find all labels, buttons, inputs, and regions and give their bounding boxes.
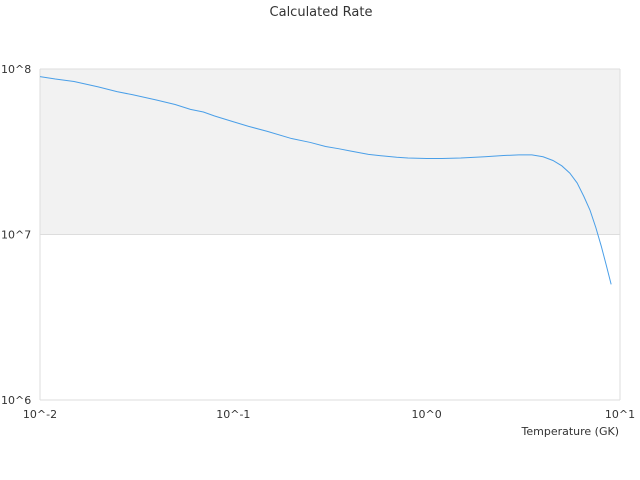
y-tick-label: 10^7 <box>1 229 31 242</box>
plot-bands <box>40 69 620 235</box>
series-line <box>39 76 612 285</box>
x-tick-labels: 10^-2 10^-1 10^0 10^1 <box>23 408 635 421</box>
chart-title: Calculated Rate <box>270 5 373 20</box>
x-tick-label: 10^1 <box>605 408 635 421</box>
y-tick-label: 10^6 <box>1 394 31 407</box>
y-tick-labels: 10^6 10^7 10^8 <box>1 63 31 407</box>
x-tick-label: 10^-1 <box>216 408 250 421</box>
series-layer <box>39 76 612 285</box>
plot-band <box>40 69 620 235</box>
y-tick-label: 10^8 <box>1 63 31 76</box>
x-tick-label: 10^-2 <box>23 408 57 421</box>
x-axis-label: Temperature (GK) <box>521 425 620 438</box>
grid-lines <box>39 68 621 401</box>
x-tick-label: 10^0 <box>412 408 442 421</box>
